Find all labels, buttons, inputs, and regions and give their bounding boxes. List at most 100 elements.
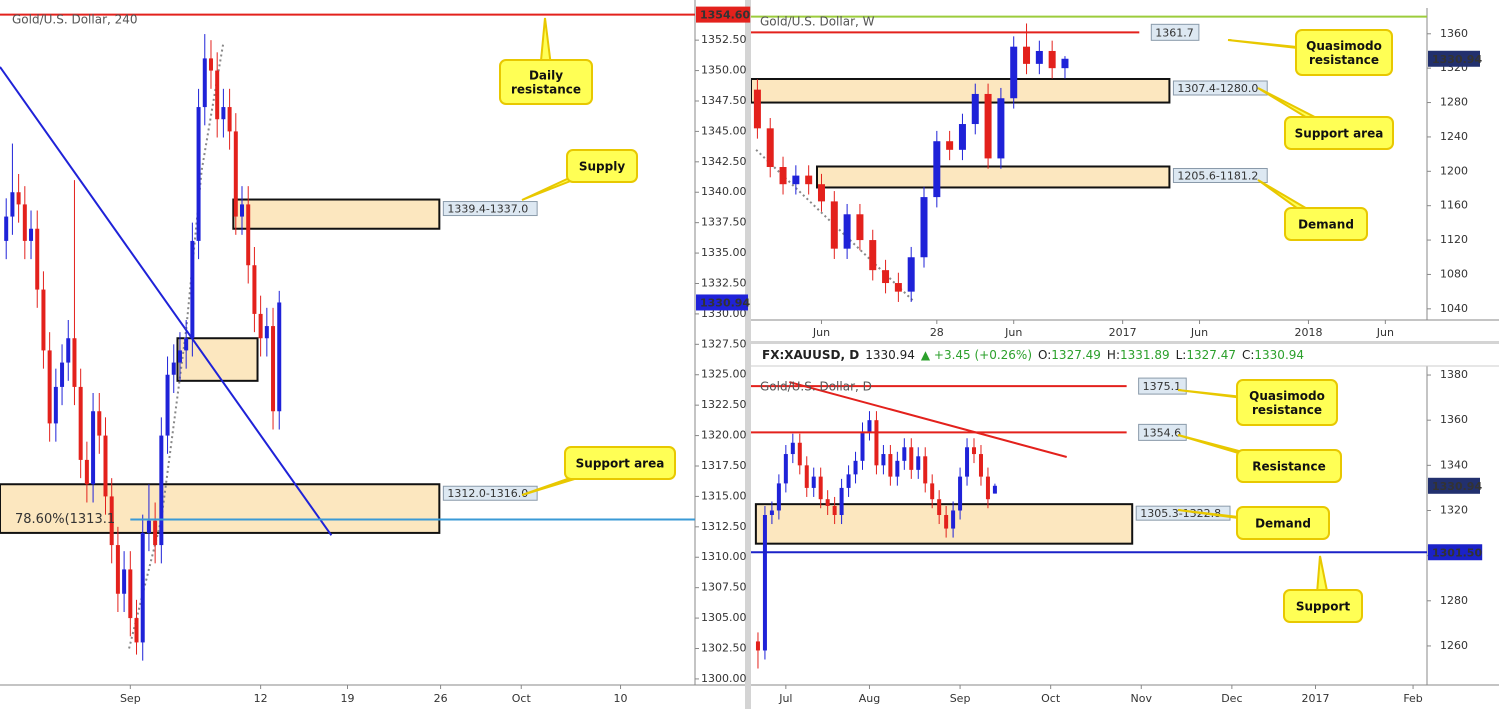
candle-body [923, 456, 928, 484]
candle-body [869, 240, 877, 271]
y-tick-label: 1340 [1440, 458, 1468, 471]
candle-body [10, 192, 15, 217]
callout-text: Resistance [1252, 460, 1325, 474]
candle-body [909, 447, 914, 470]
candle-body [818, 476, 823, 500]
candle-body [972, 447, 977, 455]
candle-body [35, 228, 40, 290]
y-tick-label: 1312.50 [701, 520, 747, 533]
header: FX:XAUUSD, D 1330.94 ▲ +3.45 (+0.26%) O:132… [762, 348, 1304, 362]
candle-body [811, 476, 816, 488]
zone-label: 1305.3-1322.8 [1140, 507, 1221, 520]
panel-title: Gold/U.S. Dollar, 240 [12, 13, 138, 27]
y-tick-label: 1200 [1440, 164, 1468, 177]
candle-body [978, 454, 983, 477]
x-tick-label: Jun [1376, 326, 1394, 339]
callout-text: Support [1296, 600, 1351, 614]
y-tick-label: 1360 [1440, 413, 1468, 426]
x-tick-label: 26 [434, 692, 448, 705]
zone-label-box [1172, 80, 1268, 96]
candle-body [894, 283, 902, 292]
candle-body [240, 204, 245, 217]
candle-body [882, 270, 890, 284]
candle-body [202, 58, 207, 108]
y-tick-label: 1347.50 [701, 94, 747, 107]
candle-body [16, 192, 21, 205]
x-tick-label: Feb [1403, 692, 1422, 705]
callout: Resistance [1177, 434, 1342, 483]
x-tick-label: Jun [812, 326, 830, 339]
callout-text: Support area [1295, 127, 1384, 141]
y-tick-label: 1335.00 [701, 246, 747, 259]
y-tick-label: 1317.50 [701, 459, 747, 472]
candle-body [122, 569, 127, 594]
y-tick-label: 1325.00 [701, 368, 747, 381]
header-item: C: [1242, 348, 1254, 362]
candle-body [221, 107, 226, 120]
callout-text: resistance [511, 83, 581, 97]
y-tick-label: 1280 [1440, 96, 1468, 109]
candle-body [159, 435, 164, 546]
candle-body [246, 204, 251, 266]
candle-body [1023, 46, 1031, 64]
y-tick-label: 1240 [1440, 130, 1468, 143]
candle-body [860, 431, 865, 461]
candle-body [66, 338, 71, 363]
candle-body [902, 447, 907, 461]
candle-body [190, 240, 195, 339]
x-tick-label: 10 [614, 692, 628, 705]
x-tick-label: 19 [341, 692, 355, 705]
candle-body [60, 362, 65, 387]
callout-box [1236, 449, 1342, 483]
plot-area [751, 381, 1427, 669]
zone [232, 198, 441, 230]
candle-body [817, 184, 825, 202]
candle-body [916, 456, 921, 470]
candle-body [783, 454, 788, 484]
candle-body [1048, 50, 1056, 69]
candle-body [1010, 46, 1018, 99]
callout-box [566, 149, 638, 183]
zone-label: 1312.0-1316.0 [447, 487, 528, 500]
header-item: 1331.89 [1120, 348, 1170, 362]
y-tick-label: 1360 [1440, 27, 1468, 40]
header-item: L: [1176, 348, 1187, 362]
y-tick-label: 1305.00 [701, 611, 747, 624]
header-item: ▲ +3.45 (+0.26%) [921, 348, 1032, 362]
y-tick-label: 1380 [1440, 368, 1468, 381]
price-label: 1330.94 [700, 296, 750, 309]
y-tick-label: 1320.00 [701, 429, 747, 442]
x-tick-label: Jun [1004, 326, 1022, 339]
y-tick-label: 1280 [1440, 594, 1468, 607]
panel-divider [751, 341, 1499, 344]
candle-body [769, 510, 774, 516]
x-tick-label: 2018 [1294, 326, 1322, 339]
y-tick-label: 1337.50 [701, 216, 747, 229]
x-tick-label: Sep [120, 692, 141, 705]
price-label-box [696, 294, 748, 311]
zone-label-box [442, 201, 538, 217]
x-tick-label: Oct [1041, 692, 1061, 705]
callout-box [1295, 29, 1393, 76]
price-label-box [1428, 50, 1480, 67]
candle-body [208, 58, 213, 71]
candle-body [91, 411, 96, 485]
header-item: 1330.94 [1254, 348, 1304, 362]
candle-body [830, 201, 838, 249]
callout-text: Quasimodo [1306, 39, 1382, 53]
candle-body [78, 386, 83, 460]
candle-body [29, 228, 34, 241]
callout-text: Support area [576, 457, 665, 471]
candle-body [271, 326, 276, 412]
level-label-box [1150, 23, 1200, 41]
level-label: 1354.6 [1143, 426, 1182, 439]
candle-body [846, 474, 851, 488]
candle-body [22, 204, 27, 241]
zone-label-box [442, 485, 538, 501]
candle-body [853, 460, 858, 475]
y-tick-label: 1300.00 [701, 672, 747, 685]
candle-body [946, 141, 954, 150]
zone-label-box [1135, 505, 1231, 521]
